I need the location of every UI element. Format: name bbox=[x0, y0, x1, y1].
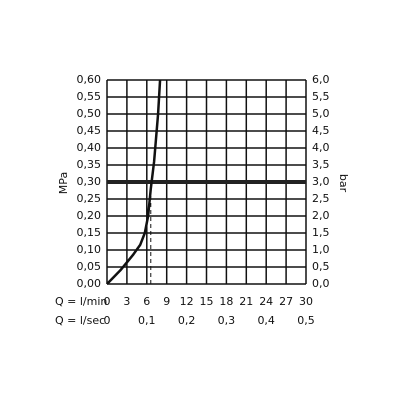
y-axis-label: MPa bbox=[57, 172, 70, 194]
x-tick-label: 21 bbox=[239, 295, 253, 308]
y-tick-label: 0,30 bbox=[77, 175, 102, 188]
y-tick-label: 0,50 bbox=[77, 107, 102, 120]
y2-tick-label: 2,5 bbox=[312, 192, 330, 205]
x2-tick-label: 0,3 bbox=[218, 314, 236, 327]
y-tick-label: 0,40 bbox=[77, 141, 102, 154]
y2-tick-label: 0,5 bbox=[312, 260, 330, 273]
y-tick-label: 0,55 bbox=[77, 90, 102, 103]
y2-tick-label: 4,0 bbox=[312, 141, 330, 154]
y-tick-label: 0,25 bbox=[77, 192, 102, 205]
y2-tick-label: 4,5 bbox=[312, 124, 330, 137]
y2-tick-label: 5,0 bbox=[312, 107, 330, 120]
x-tick-label: 18 bbox=[219, 295, 233, 308]
y-tick-label: 0,20 bbox=[77, 209, 102, 222]
x2-tick-label: 0,2 bbox=[178, 314, 196, 327]
x-tick-label: 27 bbox=[279, 295, 293, 308]
y2-tick-label: 2,0 bbox=[312, 209, 330, 222]
y2-tick-label: 0,0 bbox=[312, 277, 330, 290]
x-tick-label: 30 bbox=[299, 295, 313, 308]
y-tick-label: 0,15 bbox=[77, 226, 102, 239]
y2-tick-label: 6,0 bbox=[312, 73, 330, 86]
y2-tick-label: 1,0 bbox=[312, 243, 330, 256]
curve bbox=[106, 79, 162, 285]
x-tick-label: 3 bbox=[123, 295, 130, 308]
y-tick-label: 0,10 bbox=[77, 243, 102, 256]
x-tick-label: 24 bbox=[259, 295, 273, 308]
x2-tick-label: 0,5 bbox=[297, 314, 315, 327]
y-tick-label: 0,05 bbox=[77, 260, 102, 273]
y2-tick-label: 1,5 bbox=[312, 226, 330, 239]
y-tick-label: 0,60 bbox=[77, 73, 102, 86]
x-tick-label: 15 bbox=[200, 295, 214, 308]
x2-tick-label: 0 bbox=[104, 314, 111, 327]
x2-axis-label: Q = l/sec bbox=[55, 314, 105, 327]
x-axis-label: Q = l/min bbox=[55, 295, 107, 308]
y-tick-label: 0,00 bbox=[77, 277, 102, 290]
y2-tick-label: 3,0 bbox=[312, 175, 330, 188]
y2-tick-label: 5,5 bbox=[312, 90, 330, 103]
x-tick-label: 6 bbox=[143, 295, 150, 308]
x2-tick-label: 0,1 bbox=[138, 314, 156, 327]
y2-axis-label: bar bbox=[337, 174, 350, 193]
x2-tick-label: 0,4 bbox=[257, 314, 275, 327]
x-tick-label: 12 bbox=[180, 295, 194, 308]
x-tick-label: 0 bbox=[104, 295, 111, 308]
y2-tick-label: 3,5 bbox=[312, 158, 330, 171]
x-tick-label: 9 bbox=[163, 295, 170, 308]
y-tick-label: 0,45 bbox=[77, 124, 102, 137]
y-tick-label: 0,35 bbox=[77, 158, 102, 171]
